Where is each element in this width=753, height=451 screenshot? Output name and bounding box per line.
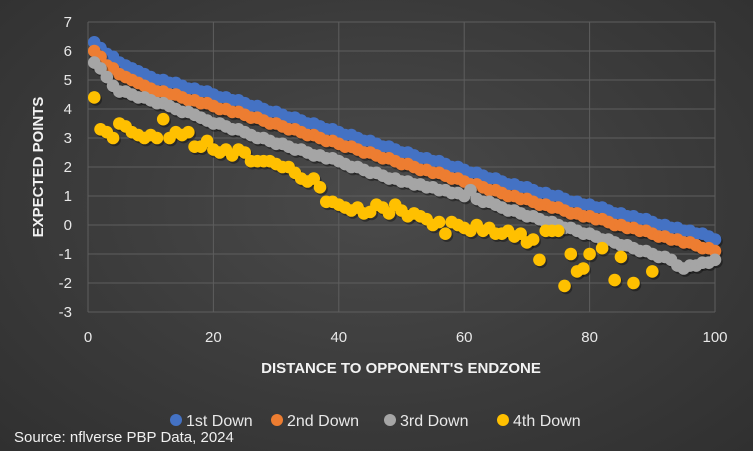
data-point xyxy=(87,91,101,104)
data-point xyxy=(708,233,722,246)
data-point xyxy=(646,265,659,278)
legend-marker xyxy=(497,414,509,426)
data-point xyxy=(100,70,114,84)
y-tick-label: -2 xyxy=(59,275,72,292)
data-point xyxy=(526,233,540,246)
x-tick-labels: 0 20 40 60 80 100 xyxy=(84,329,728,346)
data-point xyxy=(514,227,527,240)
y-tick-label: 0 xyxy=(64,217,72,234)
source-note: Source: nflverse PBP Data, 2024 xyxy=(14,429,234,446)
legend-label: 2nd Down xyxy=(287,413,359,430)
data-point xyxy=(533,253,546,267)
legend-item[interactable]: 3rd Down xyxy=(384,413,468,430)
x-axis-title: DISTANCE TO OPPONENT'S ENDZONE xyxy=(261,360,541,377)
y-tick-label: 1 xyxy=(64,188,72,205)
y-tick-label: 7 xyxy=(64,14,72,31)
legend-marker xyxy=(271,414,283,426)
data-point xyxy=(627,276,640,290)
legend-marker xyxy=(170,414,182,426)
y-tick-label: -3 xyxy=(59,304,72,321)
x-tick-label: 0 xyxy=(84,329,92,346)
series-4 xyxy=(87,91,661,295)
legend-label: 3rd Down xyxy=(400,413,468,430)
data-point xyxy=(439,227,452,240)
data-point xyxy=(307,172,321,185)
y-tick-label: 5 xyxy=(64,72,72,89)
data-point xyxy=(558,279,571,293)
data-points xyxy=(87,36,723,295)
data-point xyxy=(432,215,446,229)
legend: 1st Down 2nd Down 3rd Down 4th Down xyxy=(170,413,581,430)
x-tick-label: 20 xyxy=(205,329,222,346)
data-point xyxy=(150,131,164,145)
data-point xyxy=(94,62,107,75)
legend-item[interactable]: 2nd Down xyxy=(271,413,359,430)
data-point xyxy=(551,224,565,238)
data-point xyxy=(564,247,578,261)
legend-item[interactable]: 4th Down xyxy=(497,413,581,430)
y-tick-label: 6 xyxy=(64,43,72,60)
data-point xyxy=(238,146,252,159)
legend-label: 4th Down xyxy=(513,413,581,430)
data-point xyxy=(464,183,477,197)
legend-marker xyxy=(384,414,396,426)
data-point xyxy=(595,241,609,255)
data-point xyxy=(577,262,590,275)
y-tick-label: 3 xyxy=(64,130,72,147)
data-point xyxy=(156,112,170,126)
data-point xyxy=(200,134,214,148)
x-tick-label: 100 xyxy=(702,329,727,346)
y-tick-label: -1 xyxy=(59,246,72,263)
data-point xyxy=(614,250,628,264)
data-point xyxy=(583,247,596,261)
x-tick-label: 40 xyxy=(330,329,347,346)
y-tick-label: 4 xyxy=(64,101,72,118)
data-point xyxy=(608,273,621,287)
x-tick-label: 80 xyxy=(581,329,598,346)
data-point xyxy=(708,253,722,267)
x-tick-label: 60 xyxy=(456,329,473,346)
data-point xyxy=(313,181,327,194)
legend-label: 1st Down xyxy=(186,413,253,430)
data-point xyxy=(106,131,120,145)
data-point xyxy=(382,207,396,220)
data-point xyxy=(708,244,722,258)
y-tick-label: 2 xyxy=(64,159,72,176)
y-axis-title: EXPECTED POINTS xyxy=(30,97,47,238)
series-3 xyxy=(87,56,723,277)
y-tick-labels: -3 -2 -1 0 1 2 3 4 5 6 7 xyxy=(59,14,72,321)
data-point xyxy=(182,125,195,139)
legend-item[interactable]: 1st Down xyxy=(170,413,253,430)
